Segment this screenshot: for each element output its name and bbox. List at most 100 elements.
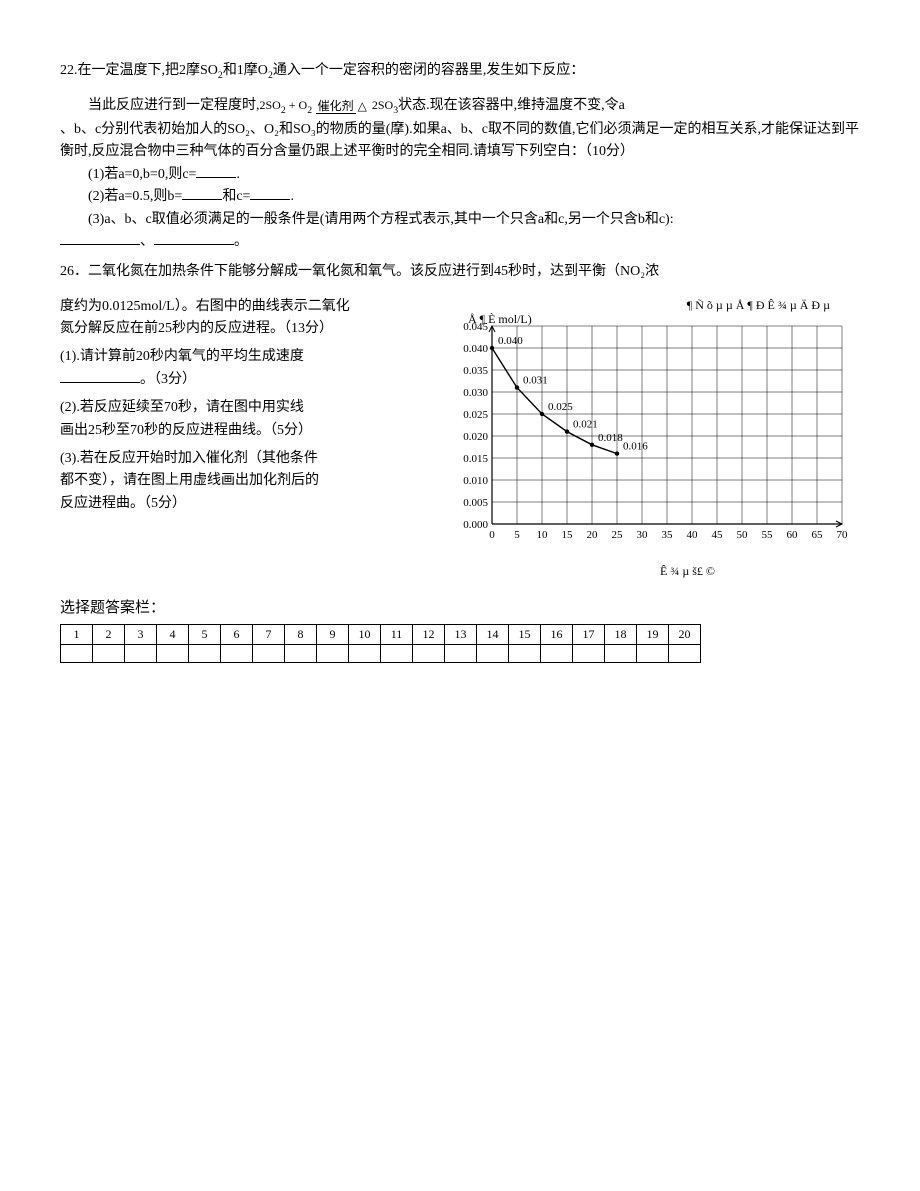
blank-4[interactable] [60,231,140,245]
answer-num-cell: 10 [349,624,381,644]
q26-s3b: 都不变），请在图上用虚线画出加化剂后的 [60,470,424,492]
answer-num-cell: 18 [605,624,637,644]
answer-num-cell: 16 [541,624,573,644]
blank-2[interactable] [182,186,222,200]
answer-blank-cell[interactable] [157,644,189,662]
svg-text:0.015: 0.015 [463,453,488,465]
q26-right: ¶ Ñ õ µ µ Å ¶ Ð Ê ¾ µ Ä Ð µ Å ¶ È mol/L)… [440,296,860,576]
answer-blank-cell[interactable] [445,644,477,662]
answer-num-cell: 19 [637,624,669,644]
answer-blank-cell[interactable] [125,644,157,662]
q26-s1-blank: 。（3分） [60,369,424,391]
answer-header: 选择题答案栏： [60,596,860,620]
svg-text:0.018: 0.018 [598,431,623,443]
q22-sub3-blanks: 、。 [60,231,860,253]
blank-5[interactable] [154,231,234,245]
answer-num-cell: 7 [253,624,285,644]
svg-text:0.000: 0.000 [463,519,488,531]
q26-p2: 度约为0.0125mol/L）。右图中的曲线表示二氧化 [60,296,424,318]
q26-left: 度约为0.0125mol/L）。右图中的曲线表示二氧化 氮分解反应在前25秒内的… [60,296,424,516]
svg-text:35: 35 [662,529,674,541]
answer-blank-cell[interactable] [189,644,221,662]
q22-sub2: (2)若a=0.5,则b=和c=. [88,186,860,208]
answer-row-numbers: 1234567891011121314151617181920 [61,624,701,644]
q26-s3c: 反应进程曲。（5分） [60,493,424,515]
answer-blank-cell[interactable] [381,644,413,662]
q22-s2-mid: 和c= [222,189,250,204]
q26-s1: (1).请计算前20秒内氧气的平均生成速度 [60,346,424,368]
answer-blank-cell[interactable] [509,644,541,662]
formula-post: 状态.现在该容器中,维持温度不变,令a [398,98,625,113]
svg-text:0.040: 0.040 [498,335,523,347]
answer-blank-cell[interactable] [413,644,445,662]
blank-1[interactable] [196,164,236,178]
q26-s2b: 画出25秒至70秒的反应进程曲线。（5分） [60,420,424,442]
frac-bot: △ [356,99,369,113]
answer-blank-cell[interactable] [541,644,573,662]
answer-blank-cell[interactable] [285,644,317,662]
answer-blank-cell[interactable] [637,644,669,662]
answer-blank-cell[interactable] [477,644,509,662]
answer-blank-cell[interactable] [221,644,253,662]
chart-title: ¶ Ñ õ µ µ Å ¶ Ð Ê ¾ µ Ä Ð µ [687,296,830,315]
answer-blank-cell[interactable] [317,644,349,662]
question-26: 26．二氧化氮在加热条件下能够分解成一氧化氮和氧气。该反应进行到45秒时，达到平… [60,261,860,283]
chart-svg: 0.0450.0400.0350.0300.0250.0200.0150.010… [440,296,860,556]
answer-num-cell: 3 [125,624,157,644]
answer-num-cell: 20 [669,624,701,644]
chart-y-label: Å ¶ È mol/L) [468,310,532,329]
svg-text:15: 15 [562,529,574,541]
svg-text:65: 65 [812,529,824,541]
svg-text:25: 25 [612,529,624,541]
svg-text:50: 50 [737,529,749,541]
answer-num-cell: 6 [221,624,253,644]
chart-container: ¶ Ñ õ µ µ Å ¶ Ð Ê ¾ µ Ä Ð µ Å ¶ È mol/L)… [440,296,860,576]
blank-6[interactable] [60,369,140,383]
answer-num-cell: 15 [509,624,541,644]
answer-blank-cell[interactable] [349,644,381,662]
formula-fraction: 催化剂△ [316,100,369,112]
svg-text:0.016: 0.016 [623,440,648,452]
svg-text:0.020: 0.020 [463,431,488,443]
q22-sub1: (1)若a=0,b=0,则c=. [88,164,860,186]
answer-num-cell: 9 [317,624,349,644]
answer-blank-cell[interactable] [93,644,125,662]
q22-s3: (3)a、b、c取值必须满足的一般条件是(请用两个方程式表示,其中一个只含a和c… [88,212,674,227]
blank-3[interactable] [250,186,290,200]
svg-text:0.030: 0.030 [463,387,488,399]
answer-blank-cell[interactable] [669,644,701,662]
answer-num-cell: 13 [445,624,477,644]
answer-num-cell: 5 [189,624,221,644]
answer-table: 1234567891011121314151617181920 [60,624,701,663]
q26-p1: 二氧化氮在加热条件下能够分解成一氧化氮和氧气。该反应进行到45秒时，达到平衡（N… [88,264,659,279]
svg-text:60: 60 [787,529,799,541]
answer-blank-cell[interactable] [253,644,285,662]
svg-text:40: 40 [687,529,699,541]
svg-text:0.010: 0.010 [463,475,488,487]
svg-text:0.031: 0.031 [523,374,548,386]
answer-row-blanks [61,644,701,662]
answer-blank-cell[interactable] [61,644,93,662]
svg-text:0.025: 0.025 [463,409,488,421]
answer-num-cell: 11 [381,624,413,644]
answer-num-cell: 8 [285,624,317,644]
answer-num-cell: 4 [157,624,189,644]
svg-text:0.040: 0.040 [463,343,488,355]
svg-text:45: 45 [712,529,724,541]
svg-text:0.035: 0.035 [463,365,488,377]
svg-text:0.025: 0.025 [548,401,573,413]
frac-top: 催化剂 [316,99,356,114]
q22-text1a: 在一定温度下,把2摩SO [78,63,218,78]
svg-text:30: 30 [637,529,649,541]
answer-blank-cell[interactable] [605,644,637,662]
q22-text1c: 通入一个一定容积的密闭的容器里,发生如下反应： [273,63,585,78]
answer-blank-cell[interactable] [573,644,605,662]
answer-num-cell: 17 [573,624,605,644]
q22-s1: (1)若a=0,b=0,则c= [88,167,196,182]
svg-text:0.005: 0.005 [463,497,488,509]
svg-text:10: 10 [537,529,549,541]
q22-sub3: (3)a、b、c取值必须满足的一般条件是(请用两个方程式表示,其中一个只含a和c… [88,209,860,231]
q26-s3a: (3).若在反应开始时加入催化剂（其他条件 [60,448,424,470]
formula-so2: 2SO [260,98,281,112]
svg-text:0.021: 0.021 [573,418,598,430]
